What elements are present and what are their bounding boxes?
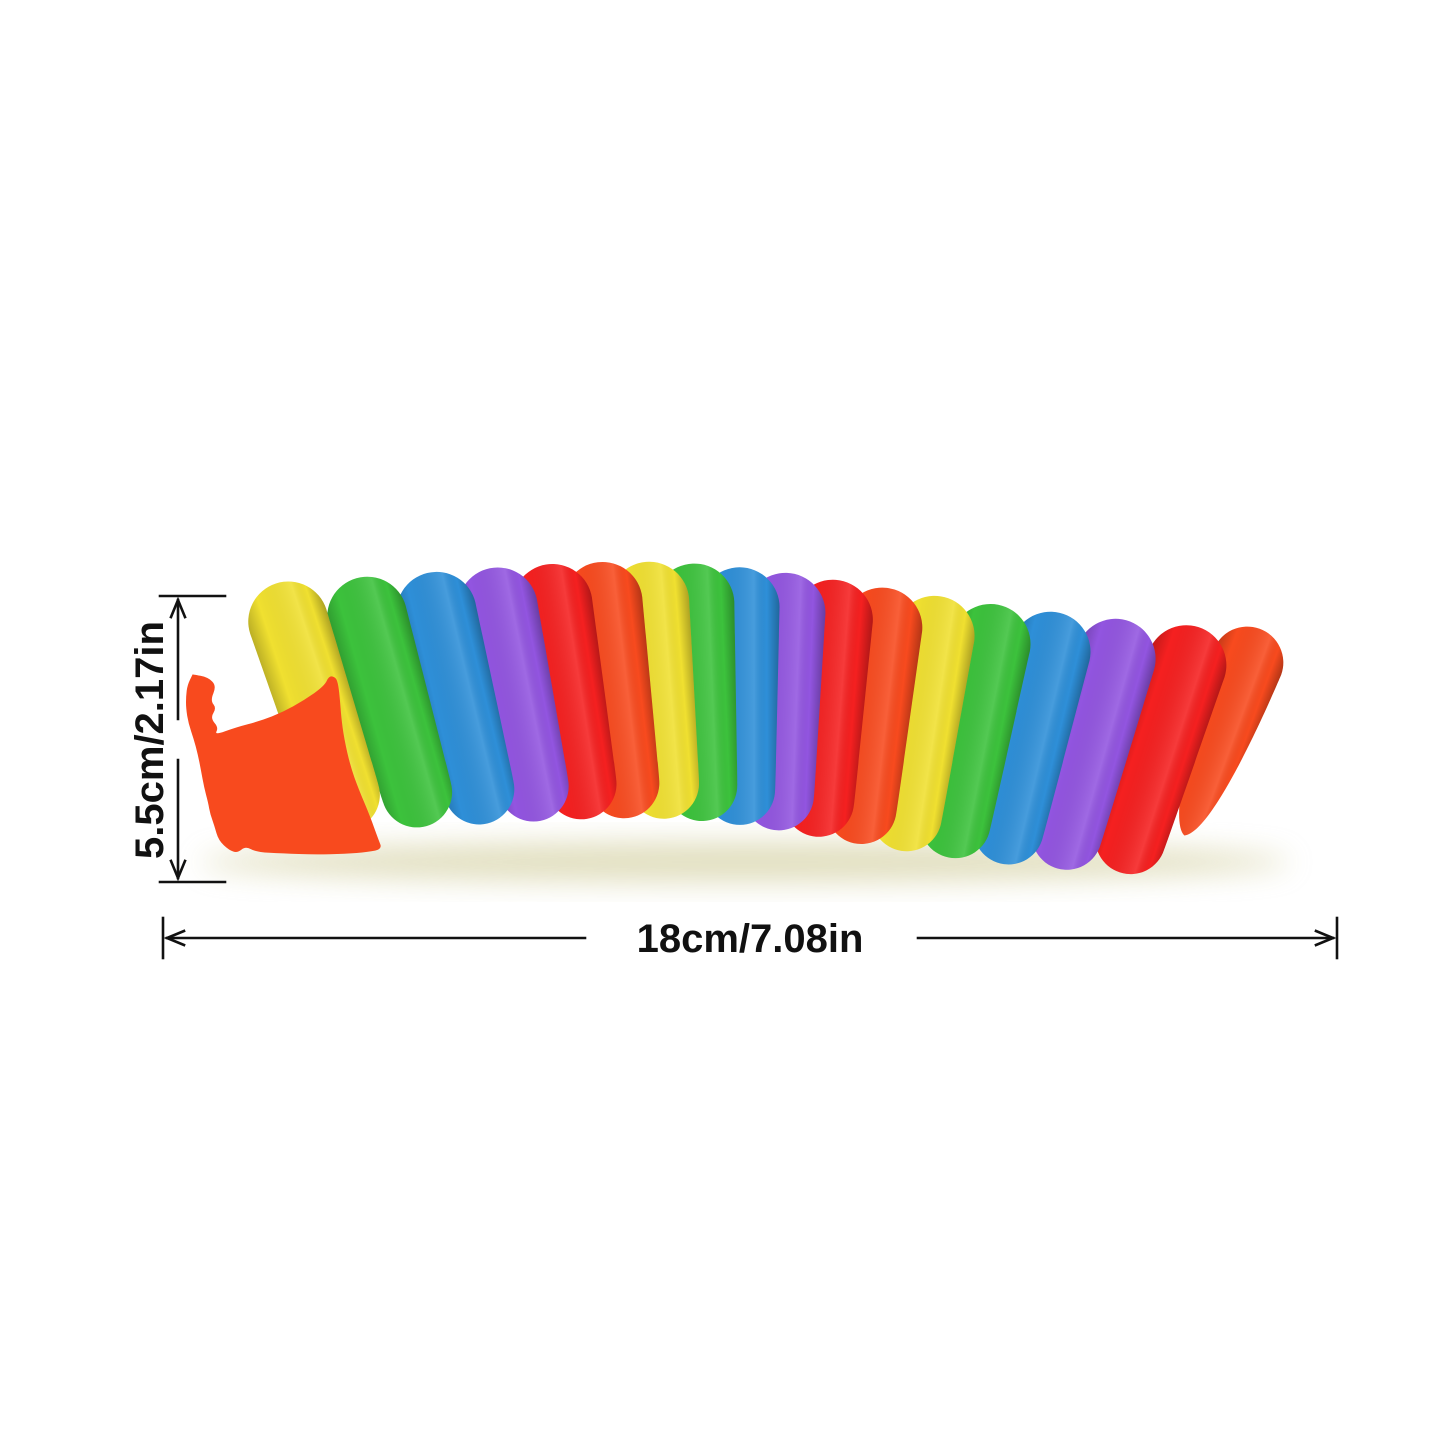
svg-text:18cm/7.08in: 18cm/7.08in: [637, 917, 864, 961]
svg-text:5.5cm/2.17in: 5.5cm/2.17in: [128, 621, 172, 859]
